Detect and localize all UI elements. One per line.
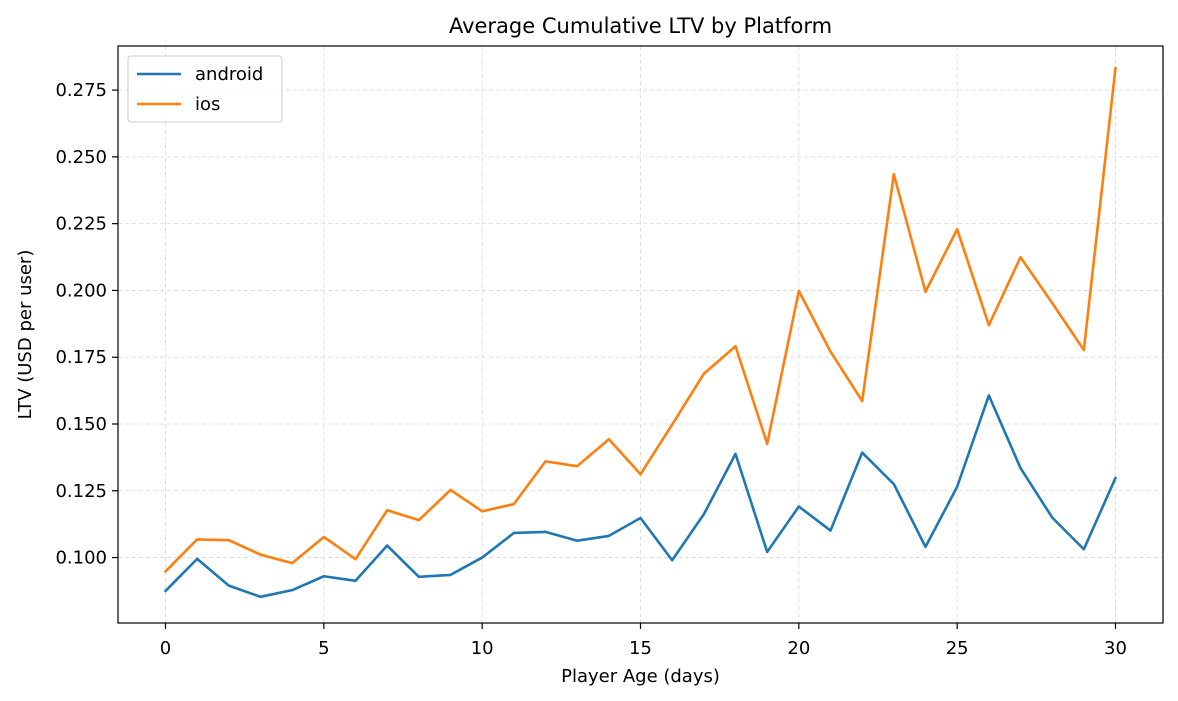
series-line-ios [164, 66, 1117, 573]
y-tick-label: 0.100 [55, 548, 107, 569]
ticks-layer: 0 5 10 15 20 25 30 0.100 0.125 0.150 0.175 0.200 0.2… [55, 80, 1126, 659]
x-tick-label: 0 [160, 638, 171, 659]
x-tick-label: 10 [471, 638, 494, 659]
legend-label-ios: ios [195, 94, 220, 115]
series-layer [164, 66, 1117, 599]
x-tick-label: 30 [1104, 638, 1127, 659]
series-line-android [164, 394, 1117, 599]
legend: android ios [127, 55, 283, 123]
x-tick-label: 5 [318, 638, 329, 659]
grid-layer [118, 46, 1163, 623]
legend-box [127, 55, 283, 123]
legend-label-android: android [195, 64, 263, 85]
y-tick-label: 0.250 [55, 147, 107, 168]
chart-title: Average Cumulative LTV by Platform [449, 14, 832, 38]
x-tick-label: 15 [629, 638, 652, 659]
x-tick-label: 20 [787, 638, 810, 659]
x-tick-label: 25 [946, 638, 969, 659]
x-axis-title: Player Age (days) [561, 666, 720, 687]
y-tick-label: 0.225 [55, 214, 107, 235]
y-tick-label: 0.150 [55, 414, 107, 435]
y-tick-label: 0.275 [55, 80, 107, 101]
y-tick-label: 0.175 [55, 347, 107, 368]
y-axis-title: LTV (USD per user) [15, 250, 36, 420]
y-tick-label: 0.200 [55, 280, 107, 301]
y-tick-label: 0.125 [55, 481, 107, 502]
